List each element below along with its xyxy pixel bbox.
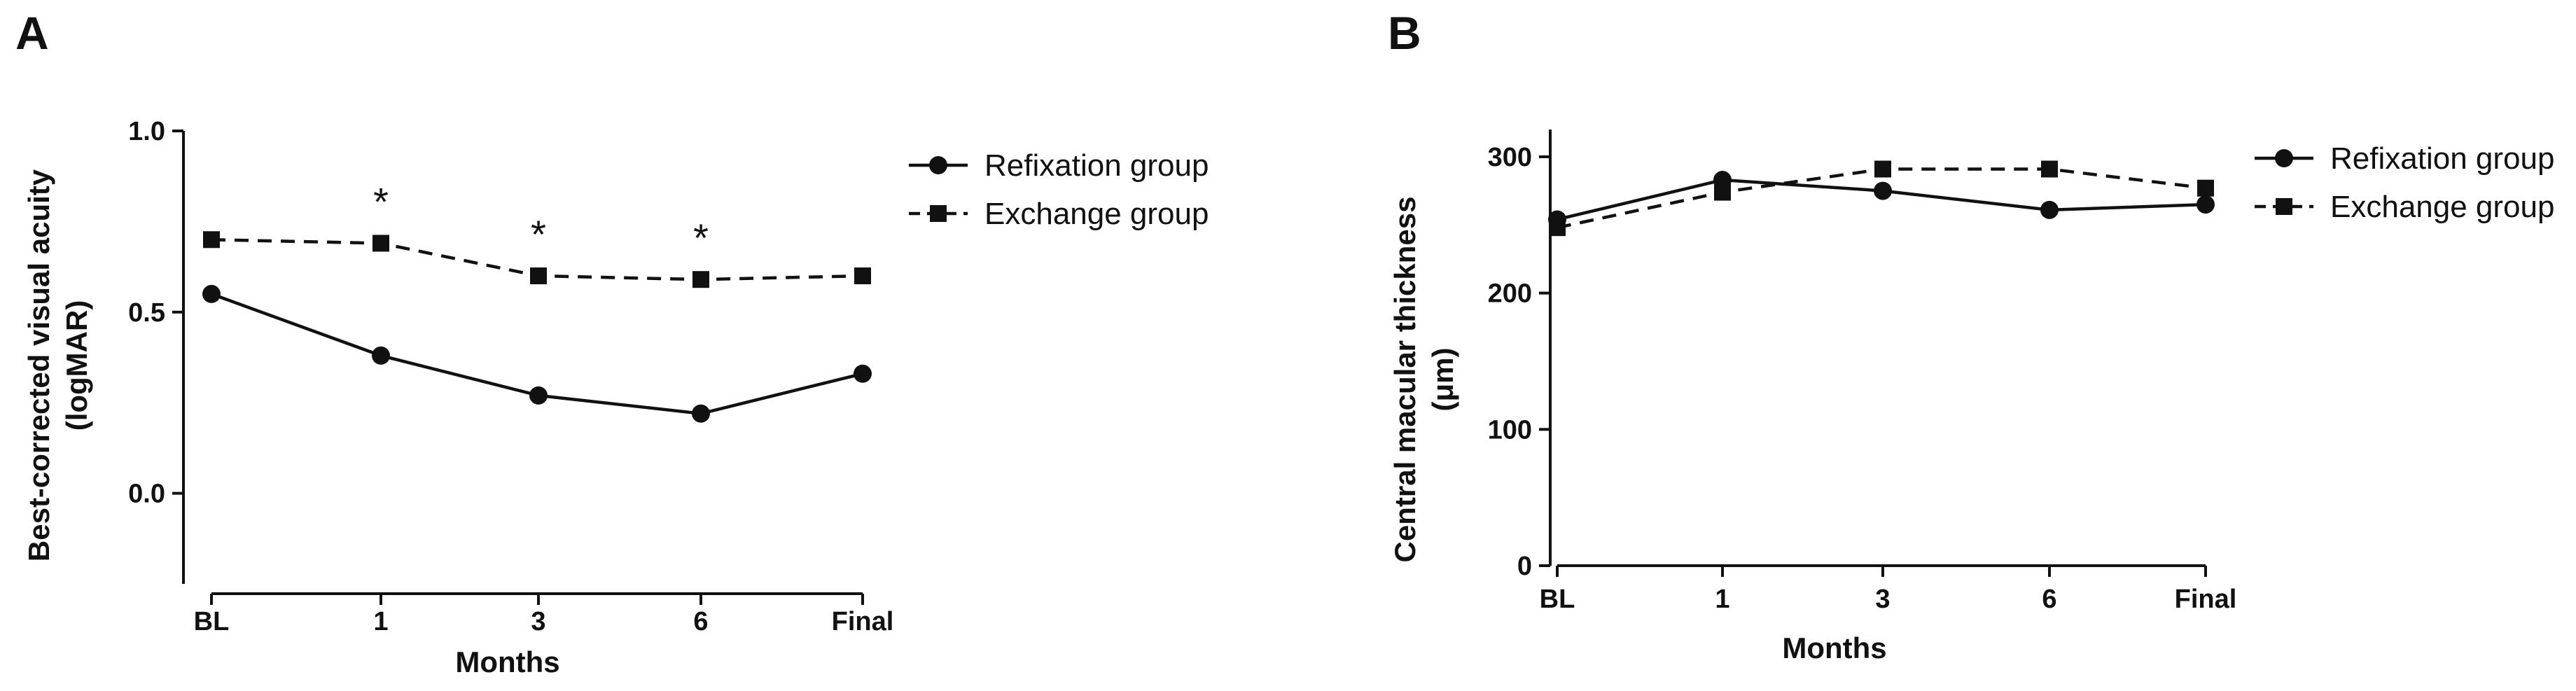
chart-a-ylabel-line2: (logMAR) <box>60 300 93 431</box>
a-significance-star: * <box>373 179 389 223</box>
chart-a-ylabel-line1: Best-corrected visual acuity <box>22 169 55 561</box>
chart-a-xlabel: Months <box>455 645 559 678</box>
a-x-tick-label: BL <box>194 607 230 636</box>
b-y-tick-label: 200 <box>1488 279 1532 309</box>
chart-a-legend: Refixation group Exchange group <box>909 148 1209 231</box>
a-point-refixation <box>529 386 548 405</box>
chart-a: A 0.0 0.5 1.0 BL 1 3 6 Final * * * Months Best-cor… <box>15 7 1209 678</box>
a-legend-label-refixation: Refixation group <box>984 148 1209 183</box>
b-x-tick-label: 6 <box>2042 585 2056 614</box>
b-legend-marker-exchange <box>2276 198 2292 215</box>
b-legend-label-exchange: Exchange group <box>2330 190 2554 224</box>
a-point-exchange <box>692 271 709 288</box>
b-point-refixation <box>2196 195 2215 214</box>
a-point-refixation <box>202 284 221 303</box>
chart-b: B 0 100 200 300 BL 1 3 6 Final Months Central ma… <box>1388 7 2554 664</box>
b-point-exchange <box>1714 183 1731 201</box>
a-x-tick-label: 6 <box>693 607 708 636</box>
a-legend-marker-refixation <box>929 156 947 174</box>
chart-b-marks: 0 100 200 300 BL 1 3 6 Final <box>1488 130 2237 614</box>
b-point-exchange <box>2041 160 2058 178</box>
a-point-exchange <box>530 267 547 285</box>
a-legend-label-exchange: Exchange group <box>984 197 1209 231</box>
chart-b-legend: Refixation group Exchange group <box>2255 141 2554 224</box>
a-x-tick-label: 1 <box>373 607 388 636</box>
b-point-refixation <box>2040 200 2059 219</box>
b-x-tick-label: 3 <box>1875 585 1890 614</box>
b-legend-marker-refixation <box>2275 149 2293 167</box>
a-y-tick-label: 1.0 <box>128 117 165 146</box>
b-x-tick-label: Final <box>2175 585 2237 614</box>
a-point-exchange <box>854 267 871 285</box>
panel-label-a: A <box>15 7 49 59</box>
a-significance-star: * <box>693 216 709 260</box>
a-legend-marker-exchange <box>930 205 947 222</box>
b-x-tick-label: BL <box>1540 585 1575 614</box>
a-point-refixation <box>372 346 390 365</box>
b-x-tick-label: 1 <box>1715 585 1729 614</box>
b-point-refixation <box>1874 181 1892 200</box>
chart-b-xlabel: Months <box>1782 631 1886 664</box>
b-legend-label-refixation: Refixation group <box>2330 141 2554 176</box>
a-point-exchange <box>203 231 220 249</box>
b-y-tick-label: 100 <box>1488 415 1532 445</box>
b-point-exchange <box>2197 179 2214 197</box>
b-y-tick-label: 300 <box>1488 143 1532 172</box>
chart-b-ylabel-line2: (μm) <box>1426 347 1459 411</box>
a-point-refixation <box>854 364 872 383</box>
panel-label-b: B <box>1388 7 1421 59</box>
a-y-tick-label: 0.0 <box>128 480 165 509</box>
a-point-exchange <box>373 235 389 252</box>
b-y-tick-label: 0 <box>1517 552 1532 581</box>
b-point-exchange <box>1874 160 1891 178</box>
chart-a-marks: 0.0 0.5 1.0 BL 1 3 6 Final * * * <box>128 117 893 636</box>
a-y-tick-label: 0.5 <box>128 298 165 328</box>
a-significance-star: * <box>531 212 546 256</box>
a-x-tick-label: 3 <box>531 607 545 636</box>
chart-b-ylabel-line1: Central macular thickness <box>1388 197 1421 563</box>
b-point-exchange <box>1549 219 1566 237</box>
a-point-refixation <box>692 404 710 423</box>
a-x-tick-label: Final <box>832 607 894 636</box>
